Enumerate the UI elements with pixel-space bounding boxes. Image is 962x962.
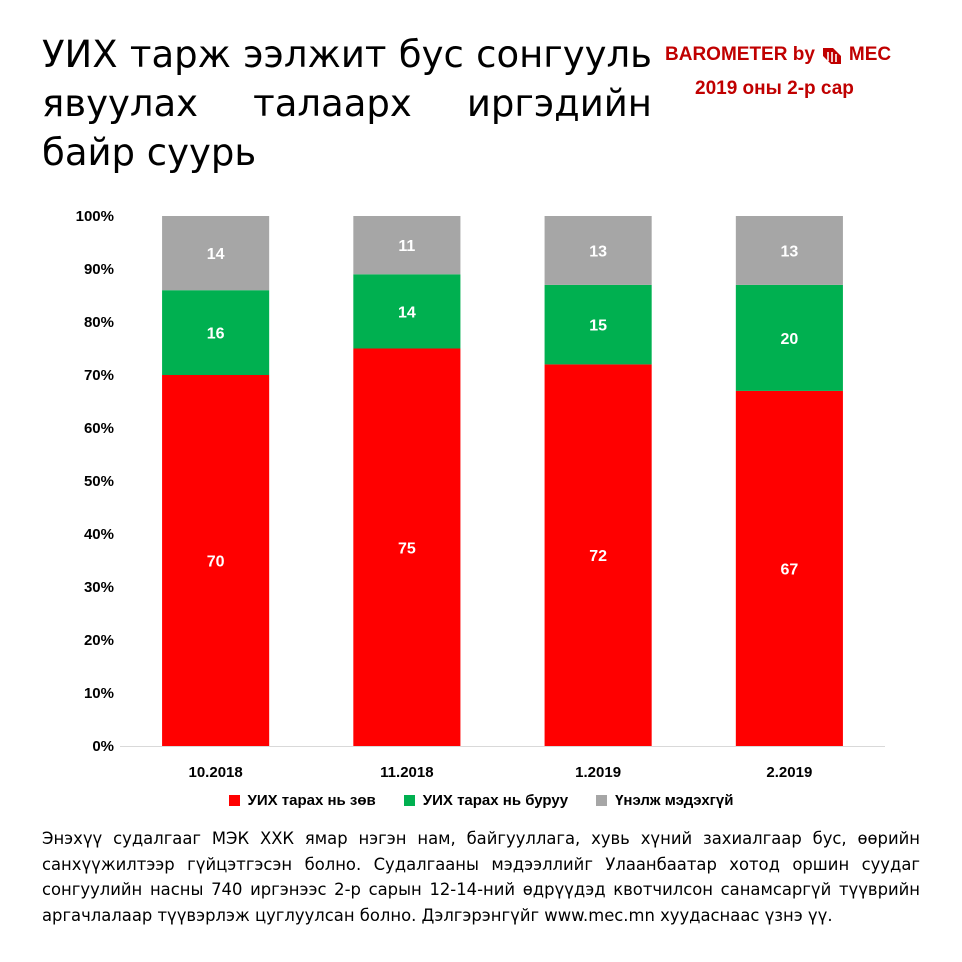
legend-swatch-correct bbox=[228, 795, 240, 806]
data-label: 13 bbox=[780, 243, 798, 260]
y-tick-label: 60% bbox=[84, 420, 114, 437]
data-label: 14 bbox=[398, 304, 416, 321]
page-title: УИХ тарж ээлжит бус сонгууль явуулах тал… bbox=[42, 33, 652, 174]
y-tick-label: 50% bbox=[84, 473, 114, 490]
data-label: 67 bbox=[780, 561, 798, 578]
legend-label-correct: УИХ тарах нь зөв bbox=[247, 792, 376, 809]
data-label: 70 bbox=[207, 554, 225, 571]
legend-item-correct: УИХ тарах нь зөв bbox=[228, 792, 376, 809]
data-label: 16 bbox=[207, 326, 225, 343]
y-tick-label: 0% bbox=[92, 738, 114, 755]
chart-legend: УИХ тарах нь зөв УИХ тарах нь буруу Үнэл… bbox=[0, 792, 962, 809]
bar-segment bbox=[162, 375, 270, 746]
bar-segment bbox=[735, 216, 843, 285]
data-label: 20 bbox=[780, 331, 798, 348]
data-label: 13 bbox=[589, 243, 607, 260]
y-tick-label: 80% bbox=[84, 314, 114, 331]
bar-segment bbox=[735, 390, 843, 746]
legend-item-dont-know: Үнэлж мэдэхгүй bbox=[596, 792, 733, 809]
data-label: 14 bbox=[207, 246, 225, 263]
bar-segment bbox=[735, 284, 843, 391]
legend-swatch-wrong bbox=[403, 795, 415, 806]
bar-segment bbox=[544, 284, 652, 365]
brand-name: BAROMETER by bbox=[665, 44, 815, 65]
methodology-note: Энэхүү судалгааг МЭК ХХК ямар нэгэн нам,… bbox=[42, 829, 920, 925]
data-label: 72 bbox=[589, 548, 607, 565]
data-label: 11 bbox=[398, 238, 415, 255]
y-tick-label: 100% bbox=[76, 208, 114, 225]
stacked-bar-chart: 0% 10% 20% 30% 40% 50% 60% 70% 80% 90% 100% 70 16 14 1… bbox=[76, 208, 885, 781]
bar-segment bbox=[162, 290, 270, 375]
y-tick-label: 20% bbox=[84, 632, 114, 649]
y-tick-label: 70% bbox=[84, 367, 114, 384]
y-tick-label: 30% bbox=[84, 579, 114, 596]
bar-segment bbox=[353, 216, 461, 275]
x-tick-label: 1.2019 bbox=[575, 764, 621, 781]
data-label: 75 bbox=[398, 540, 416, 557]
y-tick-label: 10% bbox=[84, 685, 114, 702]
bar-segment bbox=[162, 216, 270, 291]
brand-subtitle: 2019 оны 2-р сар bbox=[695, 78, 854, 99]
y-tick-label: 90% bbox=[84, 261, 114, 278]
legend-label-wrong: УИХ тарах нь буруу bbox=[422, 792, 569, 809]
bar-segment bbox=[353, 348, 461, 746]
brand-logo-text: MEC bbox=[848, 44, 892, 65]
brand-block: BAROMETER by MEC 2019 оны 2-р сар bbox=[665, 44, 925, 100]
data-label: 15 bbox=[589, 318, 607, 335]
x-tick-label: 2.2019 bbox=[766, 764, 812, 781]
legend-swatch-dont-know bbox=[596, 795, 608, 806]
bar-segment bbox=[544, 216, 652, 285]
y-tick-label: 40% bbox=[84, 526, 114, 543]
bar-segment bbox=[353, 274, 461, 349]
x-tick-label: 10.2018 bbox=[189, 764, 243, 781]
brand-name-row: BAROMETER by MEC bbox=[665, 44, 925, 66]
legend-label-dont-know: Үнэлж мэдэхгүй bbox=[615, 792, 734, 809]
legend-item-wrong: УИХ тарах нь буруу bbox=[403, 792, 569, 809]
x-tick-label: 11.2018 bbox=[380, 764, 433, 781]
mec-logo-icon bbox=[822, 48, 841, 64]
bar-segment bbox=[544, 364, 652, 746]
